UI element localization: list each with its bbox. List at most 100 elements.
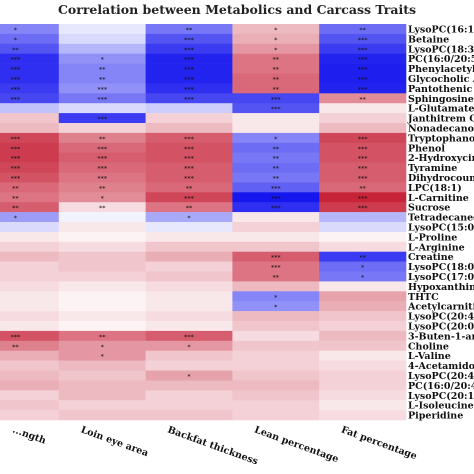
heatmap-cell xyxy=(58,410,146,421)
heatmap-cell xyxy=(319,162,407,173)
heatmap-cell xyxy=(232,321,320,332)
significance-mark: ** xyxy=(186,26,193,34)
row-label: Janthitrem C xyxy=(407,114,474,125)
row-label: Phenol xyxy=(408,143,445,154)
heatmap-cell xyxy=(58,321,146,332)
heatmap-cell xyxy=(232,340,320,351)
significance-mark: ** xyxy=(359,184,366,192)
heatmap-cell xyxy=(319,93,407,104)
heatmap-cell xyxy=(319,113,407,124)
significance-mark: * xyxy=(361,273,365,281)
heatmap-cell xyxy=(319,340,407,351)
heatmap-cell xyxy=(58,281,146,292)
significance-mark: * xyxy=(101,56,105,64)
heatmap-cell xyxy=(319,212,407,223)
heatmap-cell xyxy=(58,93,146,104)
significance-mark: * xyxy=(14,26,18,34)
significance-mark: *** xyxy=(97,155,108,163)
heatmap-cell xyxy=(58,251,146,262)
row-label: LysoPC(16:1(9 xyxy=(408,24,474,35)
significance-mark: *** xyxy=(184,85,195,93)
chart-title: Correlation between Metabolics and Carca… xyxy=(57,2,417,17)
significance-mark: *** xyxy=(11,85,22,93)
heatmap-cell xyxy=(0,251,60,262)
row-label: Acetylcarnitin xyxy=(407,302,474,313)
significance-mark: *** xyxy=(184,36,195,44)
heatmap-cell xyxy=(58,330,146,342)
heatmap-cell xyxy=(232,132,320,144)
significance-mark: * xyxy=(101,343,105,351)
significance-mark: ** xyxy=(99,333,106,341)
significance-mark: * xyxy=(274,46,278,54)
significance-mark: * xyxy=(187,214,191,222)
heatmap-cell xyxy=(232,271,320,282)
heatmap-cell xyxy=(319,410,407,421)
column-label: Backfat thickness xyxy=(166,424,259,467)
significance-mark: ** xyxy=(359,95,366,103)
heatmap-cell xyxy=(145,370,233,381)
row-label: LysoPC(20:1( xyxy=(408,391,474,402)
heatmap-cell xyxy=(319,241,407,252)
significance-mark: ** xyxy=(273,75,280,83)
significance-mark: * xyxy=(274,303,278,311)
heatmap-cell xyxy=(0,261,60,272)
significance-mark: *** xyxy=(271,105,282,113)
row-label: Tryptophanol xyxy=(408,133,474,144)
heatmap-cell xyxy=(0,212,60,223)
significance-mark: * xyxy=(274,293,278,301)
significance-mark: *** xyxy=(358,204,369,212)
heatmap-cell xyxy=(0,172,60,183)
significance-mark: ** xyxy=(99,135,106,143)
heatmap-cell xyxy=(58,63,146,74)
row-label: LysoPC(20:4( xyxy=(408,312,474,323)
heatmap-cell xyxy=(0,142,60,153)
heatmap-cell xyxy=(232,241,320,252)
significance-mark: *** xyxy=(184,56,195,64)
heatmap-cell xyxy=(145,152,233,163)
significance-mark: *** xyxy=(11,66,22,74)
heatmap-cell xyxy=(0,132,60,144)
heatmap-cell xyxy=(0,182,60,193)
heatmap-cell xyxy=(319,291,407,302)
heatmap-cell xyxy=(0,340,60,351)
significance-mark: *** xyxy=(358,155,369,163)
row-label: LysoPC(15:0) xyxy=(408,222,474,233)
significance-mark: *** xyxy=(184,75,195,83)
heatmap-cell xyxy=(58,222,146,233)
heatmap-cell xyxy=(58,380,146,391)
heatmap-cell xyxy=(0,103,60,114)
heatmap-cell xyxy=(0,63,60,74)
row-label: Tyramine xyxy=(408,163,457,174)
heatmap-cell xyxy=(319,311,407,322)
heatmap-cell xyxy=(0,241,60,252)
row-label: Piperidine xyxy=(408,411,463,422)
heatmap-cell xyxy=(232,301,320,312)
heatmap-cell xyxy=(0,222,60,233)
heatmap-cell xyxy=(145,212,233,223)
heatmap-cell xyxy=(0,350,60,361)
heatmap-cell xyxy=(145,321,233,332)
heatmap-cell xyxy=(0,271,60,282)
row-label: LysoPC(20:0) xyxy=(408,321,474,332)
heatmap-cell xyxy=(0,152,60,163)
heatmap-cell xyxy=(232,33,320,45)
row-label: Glycocholic A xyxy=(408,74,474,85)
heatmap-cell xyxy=(319,281,407,292)
heatmap-cell xyxy=(232,390,320,401)
column-label: ...ngth xyxy=(11,424,48,446)
significance-mark: *** xyxy=(97,165,108,173)
heatmap-cell xyxy=(232,123,320,134)
significance-mark: ** xyxy=(273,145,280,153)
row-label: 2-Hydroxycinn xyxy=(408,153,474,164)
significance-mark: *** xyxy=(184,66,195,74)
heatmap-cell xyxy=(0,24,60,35)
heatmap-cell xyxy=(232,43,320,54)
significance-mark: *** xyxy=(358,194,369,202)
heatmap-cell xyxy=(58,162,146,173)
heatmap-cell xyxy=(58,370,146,381)
heatmap-cell xyxy=(232,113,320,124)
heatmap-cell xyxy=(319,152,407,163)
heatmap-cell xyxy=(319,53,407,64)
row-label: L-Proline xyxy=(408,232,457,243)
significance-mark: *** xyxy=(11,75,22,83)
